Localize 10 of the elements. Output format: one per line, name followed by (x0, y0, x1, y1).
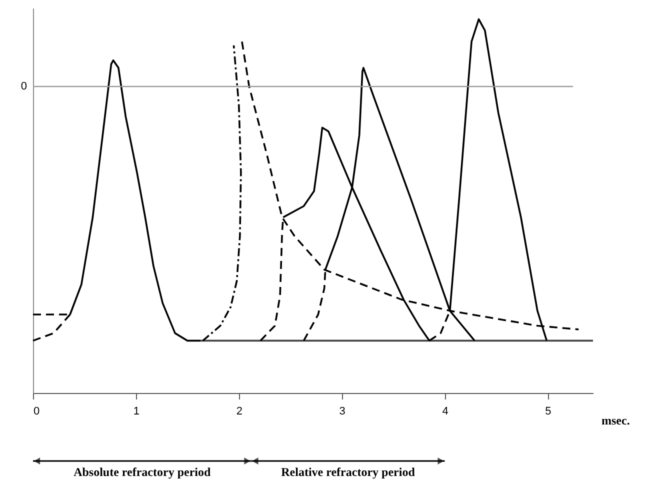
x-tick-label: 2 (236, 406, 242, 418)
text: Absolute refractory period (74, 465, 211, 479)
x-tick-label: 3 (339, 406, 346, 418)
x-tick-label: 5 (545, 406, 552, 418)
text: 0 (20, 80, 27, 92)
x-tick-label: 4 (442, 406, 448, 418)
x-axis-title: msec. (602, 414, 630, 428)
text: Relative refractory period (281, 465, 416, 479)
x-tick-label: 1 (133, 406, 140, 418)
x-tick-label: 0 (34, 406, 40, 418)
